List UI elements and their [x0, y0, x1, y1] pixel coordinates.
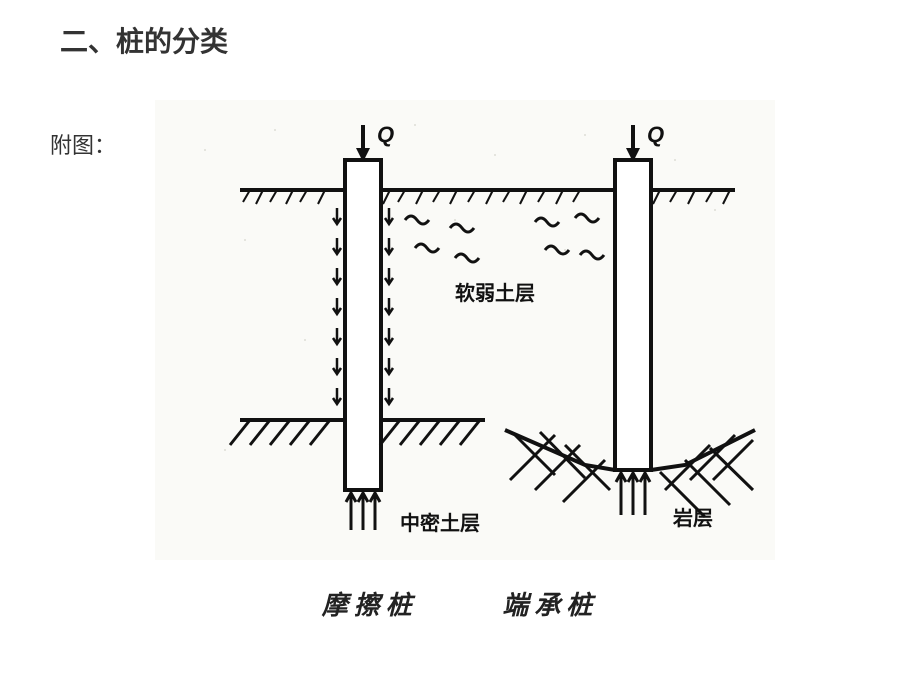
caption-row: 摩擦桩 端承桩: [0, 585, 920, 622]
end-bearing-tip-arrows: [616, 473, 650, 515]
rock-layer-label: 岩层: [672, 507, 713, 530]
medium-soil-label: 中密土层: [400, 511, 480, 535]
soft-soil-symbols: [405, 214, 604, 262]
end-bearing-pile-group: Q: [505, 122, 755, 530]
end-bearing-pile-body: [615, 160, 651, 470]
load-arrow-left: Q: [356, 122, 394, 162]
friction-pile-group: Q: [230, 122, 485, 535]
load-arrow-right: Q: [626, 122, 664, 162]
diagram-container: Q: [155, 100, 775, 560]
load-label-right: Q: [647, 122, 664, 147]
section-title: 二、桩的分类: [60, 20, 228, 60]
soft-soil-label: 软弱土层: [455, 281, 535, 305]
caption-end-bearing: 端承桩: [502, 585, 598, 622]
load-label-left: Q: [377, 122, 394, 147]
subtitle-label: 附图：: [50, 128, 116, 160]
friction-tip-arrows: [346, 493, 380, 530]
caption-friction: 摩擦桩: [322, 585, 418, 622]
pile-diagram: Q: [155, 100, 775, 560]
ground-surface: [240, 190, 735, 204]
friction-pile-body: [345, 160, 381, 490]
